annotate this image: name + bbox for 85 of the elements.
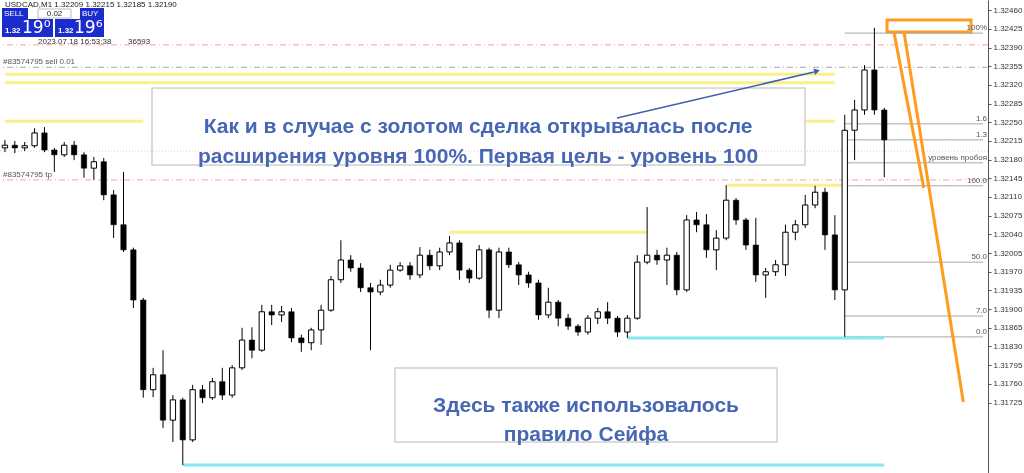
- candlestick: [436, 247, 443, 271]
- candlestick: [851, 99, 858, 161]
- ref-line-label: #83574795 tp: [3, 169, 53, 179]
- candlestick: [387, 264, 394, 289]
- y-tick-label: 1.31900: [993, 304, 1023, 314]
- candlestick: [337, 239, 345, 284]
- candlestick: [654, 249, 660, 266]
- candlestick: [90, 156, 98, 181]
- y-tick-label: 1.32250: [993, 117, 1023, 127]
- series-label: 1.6: [975, 113, 988, 123]
- annotation: USDCAD,M1 1.32209 1.32215 1.32185 1.32190: [5, 0, 178, 9]
- y-tick-label: 1.32285: [993, 99, 1023, 109]
- series-label: 1.3: [975, 129, 988, 139]
- candlestick: [357, 262, 364, 293]
- candlestick: [762, 267, 769, 299]
- annotation: SELL: [4, 8, 25, 18]
- y-tick-label: 1.31865: [993, 323, 1023, 333]
- candlestick: [149, 367, 157, 398]
- annotation: 2023.07.18 16:53:38: [38, 36, 112, 46]
- candlestick: [802, 194, 809, 229]
- candlestick: [604, 301, 611, 325]
- y-tick-label: 1.32145: [993, 173, 1023, 183]
- candlestick: [505, 247, 512, 269]
- candlestick: [733, 197, 740, 226]
- candlestick: [51, 147, 58, 173]
- annotation: 19⁶: [74, 17, 103, 37]
- y-tick-label: 1.31830: [993, 341, 1023, 351]
- y-tick-label: 1.31760: [993, 379, 1023, 389]
- candlestick: [811, 185, 819, 209]
- y-tick-label: 1.32110: [993, 192, 1023, 202]
- y-tick-label: 1.32005: [993, 248, 1023, 258]
- y-tick-label: 1.32215: [993, 136, 1023, 146]
- candlestick: [268, 304, 275, 326]
- annotation: BUY: [82, 8, 100, 18]
- y-tick-label: 1.32320: [993, 80, 1023, 90]
- annotation: 1.32: [58, 26, 75, 35]
- y-tick-label: 1.32355: [993, 61, 1023, 71]
- y-tick-label: 1.32425: [993, 24, 1023, 34]
- y-tick-label: 1.32460: [993, 5, 1023, 15]
- series-label: 50.0: [971, 252, 988, 262]
- candlestick: [416, 246, 424, 279]
- ref-line-label: #83574795 sell 0.01: [3, 57, 76, 67]
- y-tick-label: 1.31725: [993, 398, 1023, 408]
- candlestick: [515, 261, 522, 286]
- candlestick: [308, 327, 315, 351]
- annotation: 0.02: [46, 8, 63, 18]
- candlestick: [555, 299, 562, 327]
- candlestick: [317, 304, 325, 346]
- candlestick: [71, 140, 78, 161]
- annotation: Здесь также использовалось правило Сейфа: [433, 393, 740, 445]
- candlestick: [199, 384, 206, 404]
- candlestick: [209, 377, 216, 401]
- series-label: 7.0: [975, 306, 988, 316]
- series-label: 100.0: [966, 175, 988, 185]
- y-tick-label: 1.31795: [993, 360, 1023, 370]
- series-label: уровень пробоя: [928, 152, 987, 162]
- y-tick-label: 1.32075: [993, 211, 1023, 221]
- candlestick: [41, 126, 48, 153]
- y-tick-label: 1.31970: [993, 267, 1023, 277]
- annotation: 1.32: [5, 26, 22, 35]
- candlestick: [426, 249, 433, 271]
- candlestick: [545, 287, 552, 319]
- candlestick: [81, 151, 87, 179]
- candlestick: [792, 219, 799, 241]
- candlestick: [663, 247, 671, 286]
- series-label: 0.0: [975, 326, 988, 336]
- annotation: Как и в случае с золотом сделка открывалась после расширения уровня 100%. Первая цель - уровень 100: [197, 114, 759, 167]
- candlestick: [584, 314, 592, 336]
- candlestick: [624, 314, 631, 339]
- y-tick-label: 1.32040: [993, 229, 1023, 239]
- candlestick: [367, 282, 374, 351]
- candlestick: [446, 235, 453, 256]
- candlestick: [614, 315, 621, 338]
- candlestick: [219, 367, 226, 401]
- candlestick: [693, 211, 700, 233]
- y-tick-label: 1.32180: [993, 155, 1023, 165]
- annotation: 19⁰: [22, 17, 51, 37]
- annotation: 36593: [128, 36, 151, 46]
- y-tick-label: 1.31935: [993, 285, 1023, 295]
- candlestick: [713, 229, 720, 271]
- candlestick: [169, 394, 177, 443]
- candlestick: [643, 206, 651, 265]
- candlestick: [31, 127, 38, 149]
- candlestick: [248, 326, 255, 359]
- y-tick-label: 1.32390: [993, 43, 1023, 53]
